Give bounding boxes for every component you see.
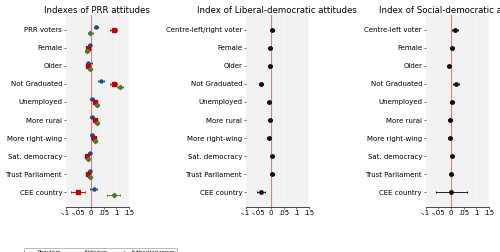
Title: Indexes of PRR attitudes: Indexes of PRR attitudes	[44, 6, 150, 15]
Legend: Populism, Nativism, Authoritarianism: Populism, Nativism, Authoritarianism	[24, 248, 178, 252]
Title: Index of Social-democratic attitudes: Index of Social-democratic attitudes	[379, 6, 500, 15]
Title: Index of Liberal-democratic attitudes: Index of Liberal-democratic attitudes	[198, 6, 357, 15]
